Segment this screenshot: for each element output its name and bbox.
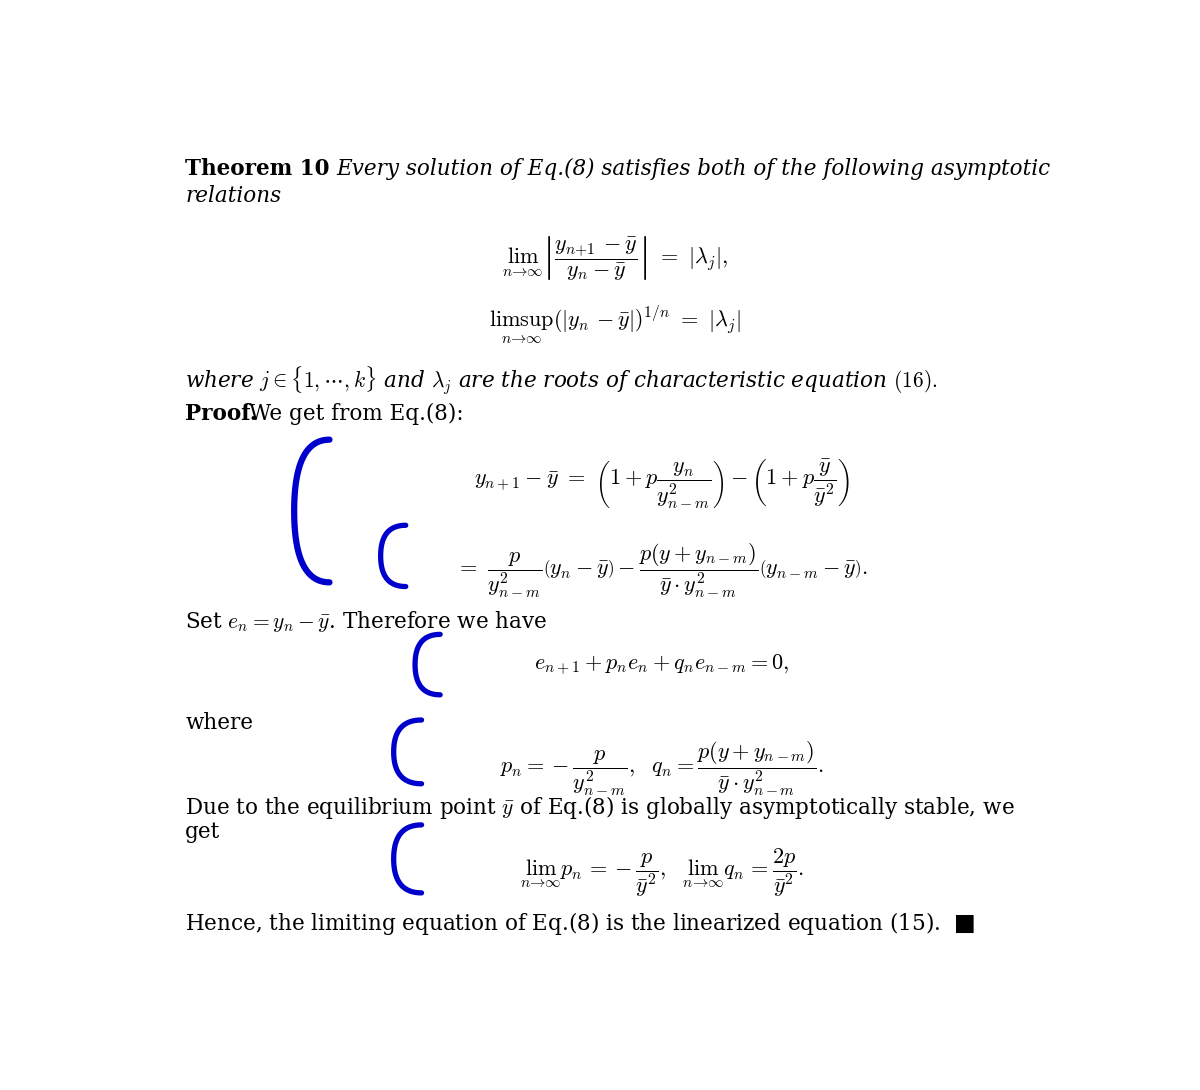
Text: where $j\in\{1,\cdots,k\}$ and $\lambda_j$ are the roots of characteristic equat: where $j\in\{1,\cdots,k\}$ and $\lambda_… [185, 364, 938, 397]
Text: $\limsup_{n\rightarrow\infty}\left(|y_n - \bar{y}|\right)^{1/n} \ = \ |\lambda_j: $\limsup_{n\rightarrow\infty}\left(|y_n … [490, 304, 740, 346]
Text: We get from Eq.(8):: We get from Eq.(8): [248, 402, 463, 425]
Text: where: where [185, 713, 253, 735]
Text: get: get [185, 821, 221, 843]
Text: relations: relations [185, 184, 282, 206]
Text: Every solution of Eq.(8) satisfies both of the following asymptotic: Every solution of Eq.(8) satisfies both … [336, 158, 1050, 180]
Text: $\lim_{n\rightarrow\infty}\left|\dfrac{y_{n+1}-\bar{y}}{y_n - \bar{y}}\right| \ : $\lim_{n\rightarrow\infty}\left|\dfrac{y… [502, 234, 728, 282]
Text: $e_{n+1} + p_n e_n + q_n e_{n-m} = 0,$: $e_{n+1} + p_n e_n + q_n e_{n-m} = 0,$ [534, 653, 790, 678]
Text: Theorem 10: Theorem 10 [185, 158, 330, 180]
Text: Hence, the limiting equation of Eq.(8) is the linearized equation (15).  $\black: Hence, the limiting equation of Eq.(8) i… [185, 910, 976, 936]
Text: $p_n = -\dfrac{p}{y_{n-m}^2},\ \ q_n = \dfrac{p(y + y_{n-m})}{\bar{y}\cdot y_{n-: $p_n = -\dfrac{p}{y_{n-m}^2},\ \ q_n = \… [499, 739, 823, 798]
Text: $\lim_{n\rightarrow\infty} p_n = -\dfrac{p}{\bar{y}^2},\ \ \lim_{n\rightarrow\in: $\lim_{n\rightarrow\infty} p_n = -\dfrac… [520, 846, 803, 899]
Text: Set $e_n = y_n - \bar{y}$. Therefore we have: Set $e_n = y_n - \bar{y}$. Therefore we … [185, 609, 547, 634]
Text: Proof.: Proof. [185, 402, 258, 425]
Text: $= \ \dfrac{p}{y_{n-m}^2}\left(y_n - \bar{y}\right) - \dfrac{p(y + y_{n-m})}{\ba: $= \ \dfrac{p}{y_{n-m}^2}\left(y_n - \ba… [456, 542, 868, 600]
Text: $y_{n+1} - \bar{y} \ = \ \left(1 + p\dfrac{y_n}{y_{n-m}^2}\right) - \left(1 + p\: $y_{n+1} - \bar{y} \ = \ \left(1 + p\dfr… [474, 458, 850, 511]
Text: Due to the equilibrium point $\bar{y}$ of Eq.(8) is globally asymptotically stab: Due to the equilibrium point $\bar{y}$ o… [185, 794, 1015, 821]
